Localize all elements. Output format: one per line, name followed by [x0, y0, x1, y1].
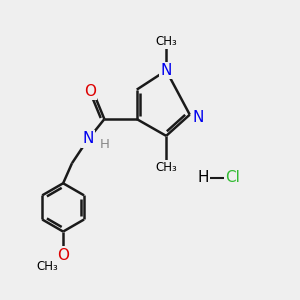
- Text: CH₃: CH₃: [155, 161, 177, 174]
- Text: CH₃: CH₃: [155, 35, 177, 48]
- Text: N: N: [192, 110, 204, 124]
- Text: CH₃: CH₃: [36, 260, 58, 272]
- Text: H: H: [100, 138, 110, 151]
- Text: H: H: [197, 170, 209, 185]
- Text: Cl: Cl: [225, 170, 240, 185]
- Text: O: O: [57, 248, 69, 262]
- Text: N: N: [160, 63, 172, 78]
- Text: N: N: [82, 131, 94, 146]
- Text: O: O: [84, 84, 96, 99]
